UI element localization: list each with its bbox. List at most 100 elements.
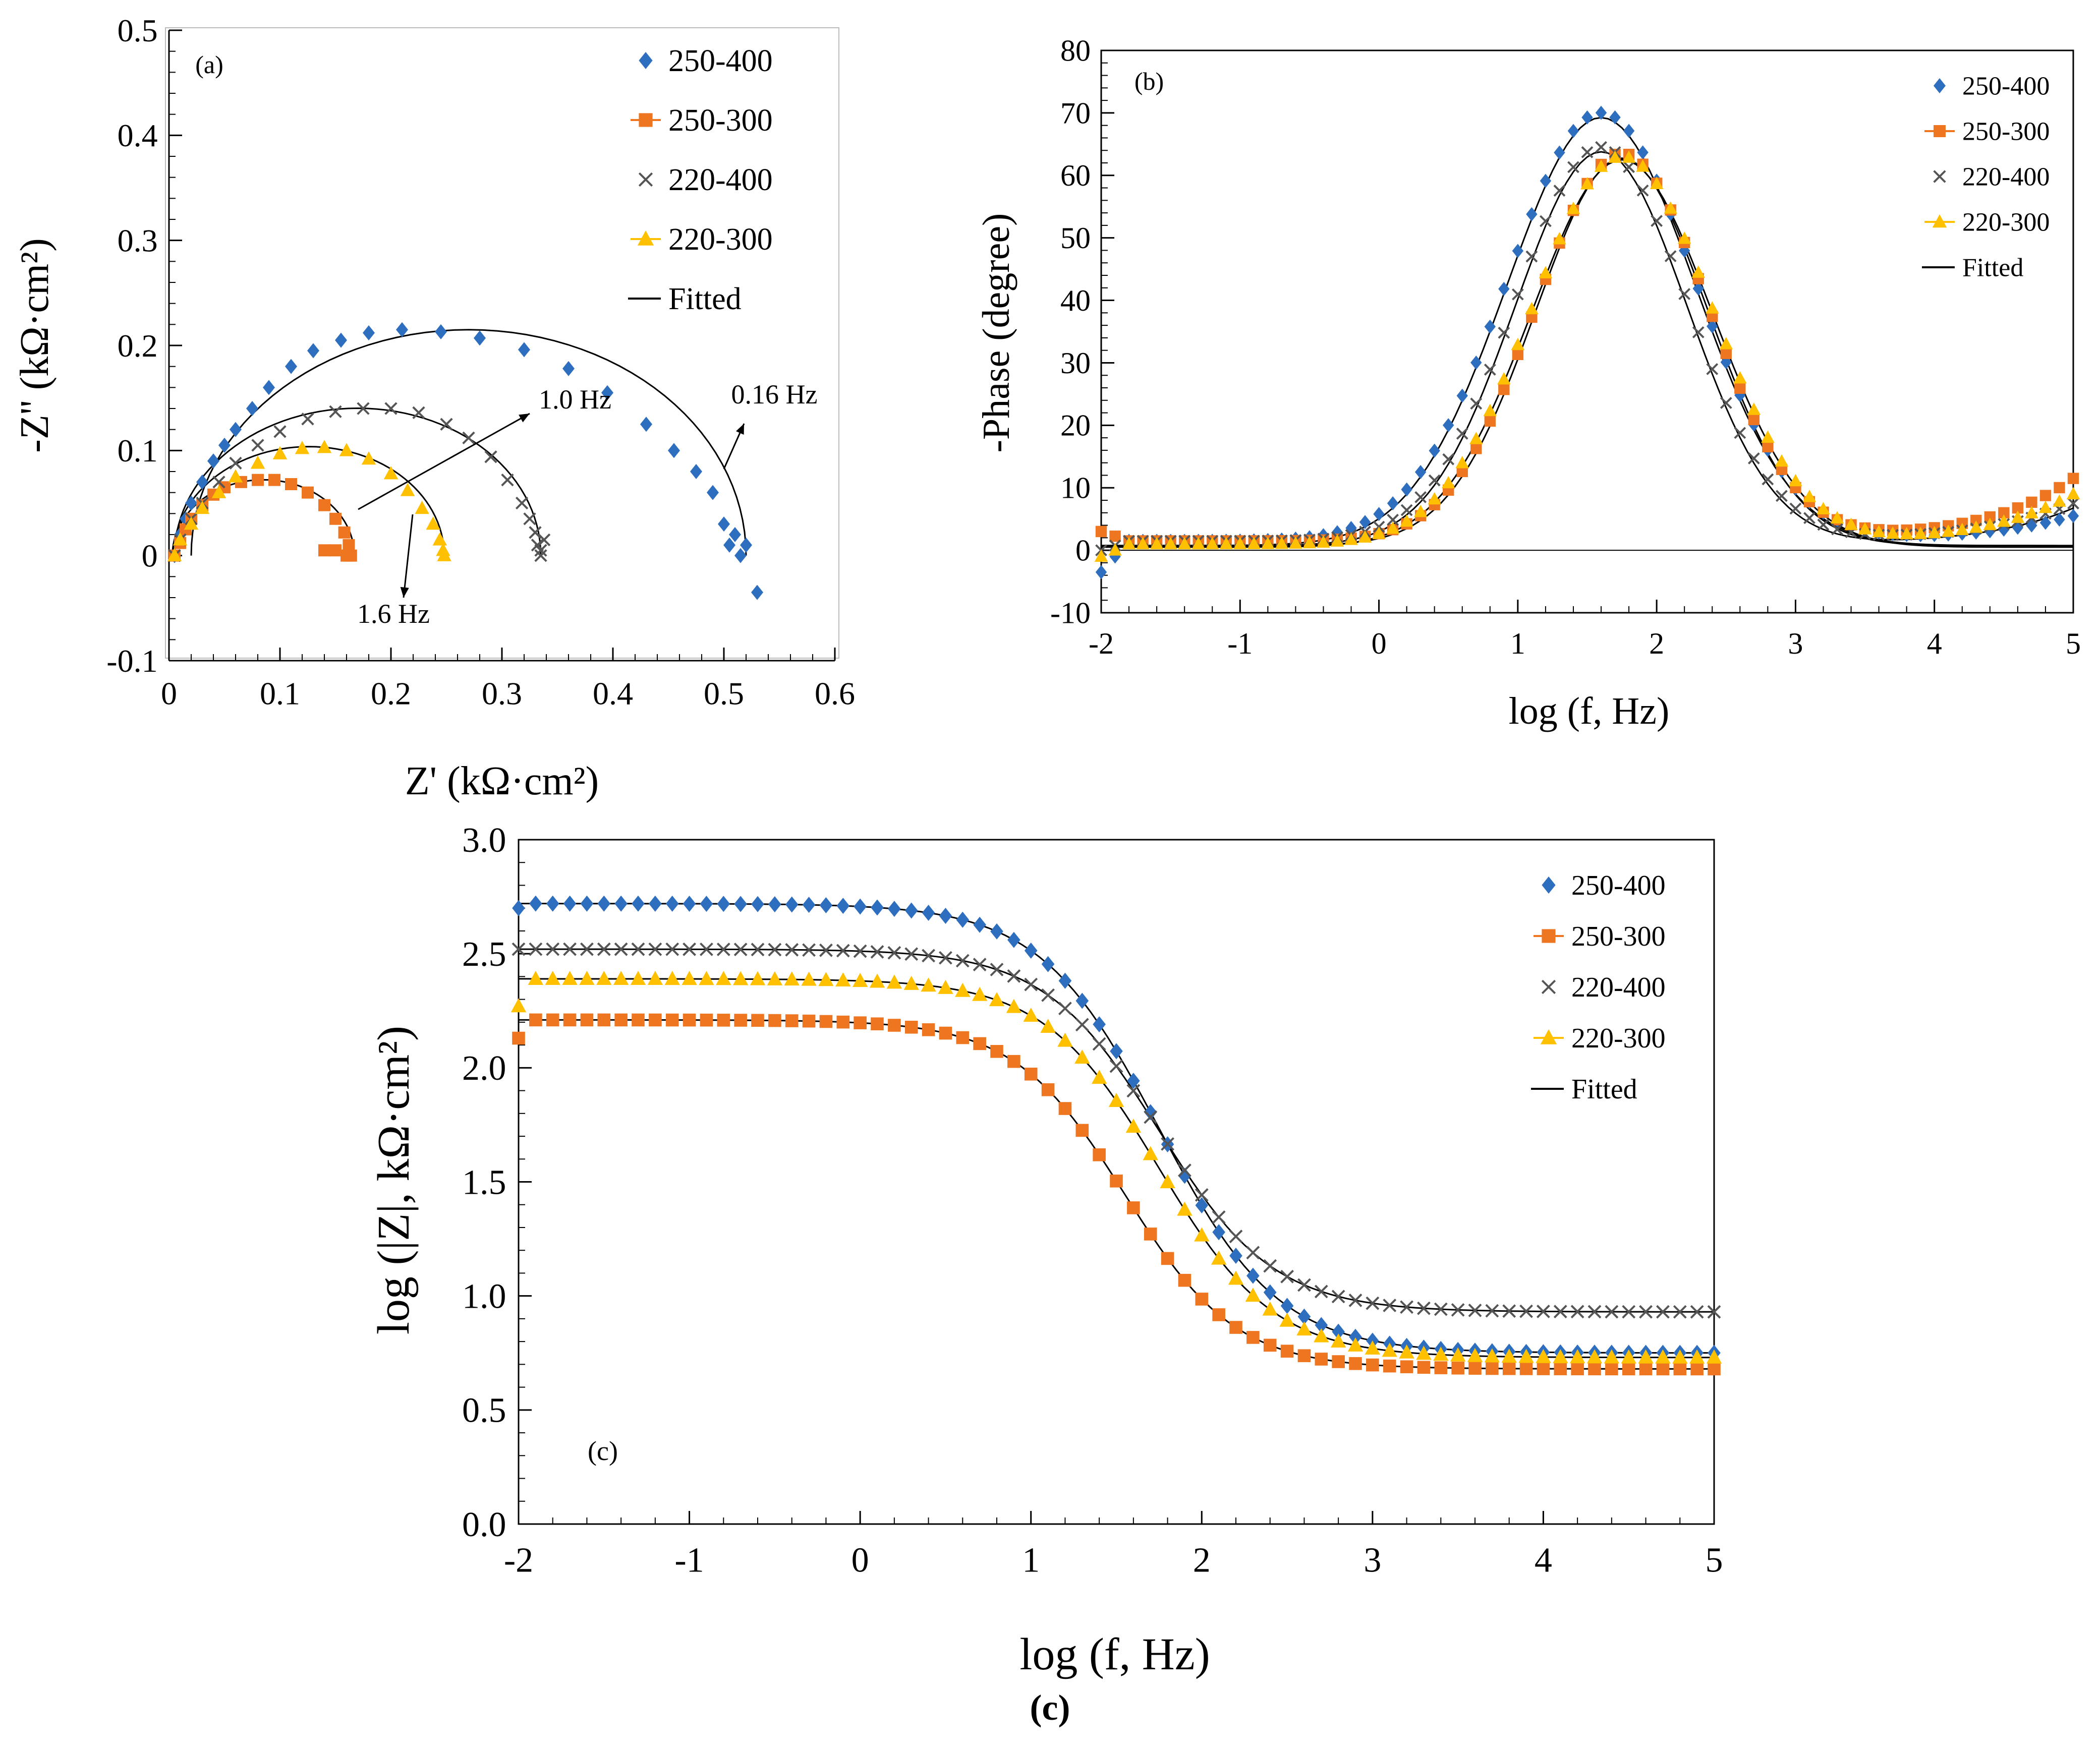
- data-point: [318, 499, 330, 511]
- data-point: [317, 440, 332, 453]
- data-point: [501, 474, 514, 487]
- panel-label: (a): [195, 50, 223, 79]
- data-point: [302, 486, 314, 499]
- data-point: [510, 998, 527, 1013]
- data-point: [751, 1014, 764, 1027]
- data-point: [184, 516, 199, 530]
- data-point: [1219, 537, 1233, 550]
- data-point: [1587, 1305, 1602, 1319]
- data-point: [648, 942, 662, 956]
- data-point: [1553, 185, 1566, 197]
- data-point: [1429, 443, 1440, 458]
- data-point: [1212, 1224, 1225, 1241]
- annotation-arrow: [358, 413, 530, 510]
- data-point: [1261, 537, 1275, 549]
- data-point: [432, 532, 447, 546]
- data-point: [1315, 1353, 1328, 1366]
- data-point: [1058, 1102, 1072, 1115]
- data-point: [1195, 1293, 1209, 1306]
- data-point: [1332, 1355, 1345, 1368]
- data-point: [1537, 1305, 1550, 1318]
- data-point: [1006, 999, 1022, 1013]
- data-point: [973, 958, 987, 971]
- data-point: [649, 1013, 662, 1027]
- legend-marker: [1541, 979, 1556, 995]
- data-point: [597, 1013, 611, 1027]
- data-point: [537, 533, 551, 547]
- data-point: [836, 944, 850, 958]
- data-point: [1450, 1347, 1466, 1362]
- data-point: [1609, 110, 1621, 125]
- legend-label: 220-300: [1571, 1023, 1666, 1054]
- data-point: [732, 971, 749, 985]
- data-point: [734, 896, 747, 912]
- data-point: [1677, 231, 1691, 244]
- x-tick-label: 0: [161, 675, 177, 711]
- data-point: [785, 896, 799, 913]
- data-point: [173, 532, 188, 546]
- x-axis-title: log (f, Hz): [1509, 690, 1670, 732]
- data-point: [768, 896, 781, 913]
- y-axis-title: -Phase (degree): [975, 213, 1017, 453]
- data-point: [462, 431, 475, 444]
- data-point: [1998, 507, 2010, 519]
- data-point: [904, 947, 919, 961]
- data-point: [1150, 537, 1164, 550]
- legend-label: Fitted: [1962, 254, 2023, 282]
- data-point: [1178, 1273, 1191, 1287]
- data-point: [1433, 1347, 1449, 1361]
- data-point: [1143, 1146, 1158, 1160]
- data-point: [2067, 508, 2079, 523]
- data-point: [1302, 536, 1317, 549]
- data-point: [1518, 1349, 1534, 1363]
- data-point: [1024, 977, 1038, 991]
- data-point: [1023, 1007, 1039, 1022]
- x-tick-label: -2: [504, 1541, 533, 1580]
- data-point: [1296, 1321, 1312, 1336]
- data-point: [734, 1014, 747, 1027]
- data-point: [802, 943, 816, 957]
- data-point: [939, 907, 952, 924]
- legend-label: 220-300: [1962, 208, 2050, 237]
- data-point: [1332, 1323, 1345, 1340]
- data-point: [1580, 177, 1594, 190]
- panel-a-chart: 0 0.1 0.2 0.3 0.4 0.5 0.6-0.100.10.20.30.40.5(…: [13, 13, 855, 803]
- fitted-curve: [190, 329, 747, 556]
- legend-label: 250-400: [1962, 72, 2050, 101]
- data-point: [716, 943, 730, 956]
- x-tick-label: 4: [1535, 1541, 1552, 1580]
- data-point: [1581, 110, 1593, 125]
- data-point: [886, 974, 902, 989]
- data-point: [534, 549, 547, 562]
- data-point: [972, 986, 988, 1001]
- data-point: [1748, 414, 1760, 426]
- data-point: [1456, 465, 1468, 478]
- data-point: [1983, 517, 1997, 531]
- data-point: [1622, 1362, 1635, 1376]
- data-point: [1969, 520, 1983, 533]
- data-point: [1007, 931, 1020, 948]
- data-point: [1212, 1308, 1225, 1321]
- data-point: [212, 476, 225, 489]
- data-point: [1024, 943, 1038, 959]
- data-point: [1485, 1304, 1499, 1318]
- data-point: [2012, 502, 2024, 514]
- y-tick-label: 0.4: [118, 118, 158, 153]
- data-point: [1428, 492, 1441, 505]
- data-point: [723, 537, 735, 553]
- y-tick-label: 80: [1060, 34, 1091, 67]
- data-point: [1997, 514, 2011, 527]
- data-point: [1844, 517, 1858, 530]
- legend-label: 250-300: [668, 103, 773, 138]
- data-point: [1229, 1230, 1243, 1244]
- x-tick-label: 1: [1510, 627, 1525, 660]
- y-tick-label: 1.0: [462, 1277, 506, 1316]
- data-point: [1691, 265, 1706, 278]
- data-point: [836, 1015, 850, 1029]
- legend-label: Fitted: [668, 282, 742, 316]
- legend-marker: [637, 230, 654, 246]
- data-point: [1830, 511, 1844, 523]
- data-point: [1041, 1083, 1055, 1096]
- data-point: [1519, 1362, 1533, 1375]
- data-point: [1144, 1110, 1158, 1124]
